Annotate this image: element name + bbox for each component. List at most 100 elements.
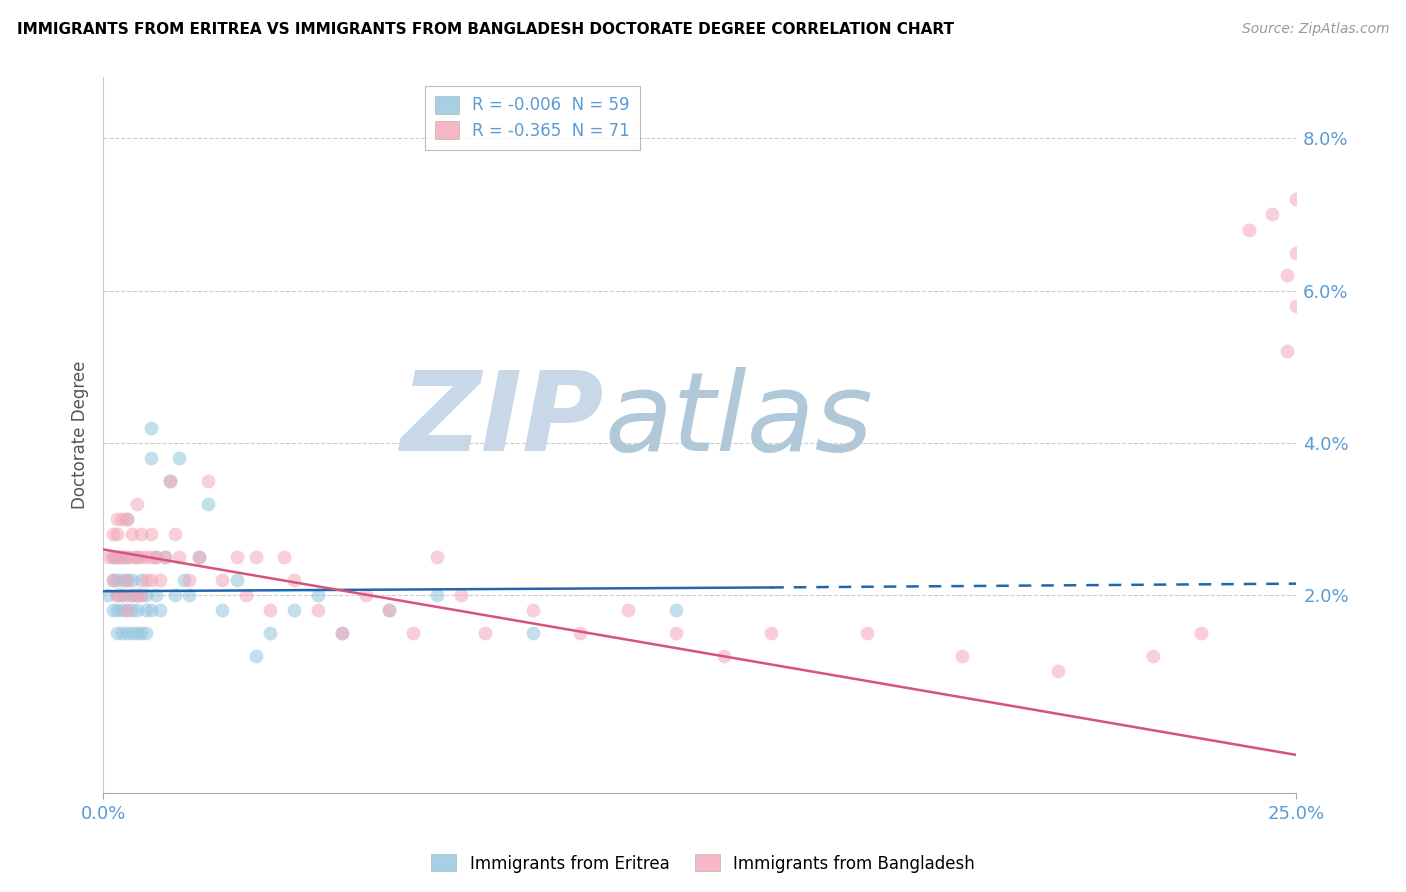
Point [107, 527, 129, 541]
Point [135, 573, 157, 587]
Point [125, 626, 148, 640]
Point [177, 588, 200, 602]
Point [307, 603, 329, 617]
Point [163, 588, 186, 602]
Point [235, 588, 257, 602]
Point [426, 549, 449, 564]
Point [402, 626, 425, 640]
Point [177, 573, 200, 587]
Point [569, 626, 592, 640]
Point [211, 603, 233, 617]
Point [307, 588, 329, 602]
Point [145, 549, 167, 564]
Point [115, 573, 138, 587]
Point [145, 588, 167, 602]
Point [259, 603, 281, 617]
Point [1142, 648, 1164, 663]
Point [159, 474, 181, 488]
Point [163, 527, 186, 541]
Point [197, 474, 219, 488]
Point [378, 603, 401, 617]
Text: ZIP: ZIP [401, 368, 605, 475]
Point [761, 626, 783, 640]
Y-axis label: Doctorate Degree: Doctorate Degree [72, 361, 89, 509]
Point [101, 527, 124, 541]
Point [111, 603, 134, 617]
Point [139, 549, 162, 564]
Point [187, 549, 209, 564]
Point [1275, 344, 1298, 359]
Point [107, 588, 129, 602]
Point [131, 626, 153, 640]
Point [522, 603, 544, 617]
Point [125, 588, 148, 602]
Point [131, 588, 153, 602]
Point [713, 648, 735, 663]
Point [950, 648, 973, 663]
Point [283, 603, 305, 617]
Point [121, 626, 143, 640]
Point [1261, 207, 1284, 221]
Point [107, 512, 129, 526]
Point [135, 549, 157, 564]
Point [149, 603, 172, 617]
Point [115, 603, 138, 617]
Point [169, 451, 191, 466]
Point [259, 626, 281, 640]
Point [426, 588, 449, 602]
Point [522, 626, 544, 640]
Point [107, 588, 129, 602]
Point [107, 549, 129, 564]
Point [245, 648, 267, 663]
Point [139, 603, 162, 617]
Point [145, 549, 167, 564]
Point [474, 626, 496, 640]
Point [125, 497, 148, 511]
Point [121, 573, 143, 587]
Point [101, 549, 124, 564]
Point [115, 549, 138, 564]
Point [1046, 664, 1069, 678]
Point [169, 549, 191, 564]
Point [225, 573, 247, 587]
Point [139, 527, 162, 541]
Point [107, 603, 129, 617]
Point [111, 549, 134, 564]
Text: atlas: atlas [605, 368, 873, 475]
Point [197, 497, 219, 511]
Point [111, 588, 134, 602]
Point [101, 573, 124, 587]
Point [107, 573, 129, 587]
Point [115, 512, 138, 526]
Point [153, 549, 176, 564]
Point [125, 549, 148, 564]
Point [135, 603, 157, 617]
Point [121, 588, 143, 602]
Point [125, 603, 148, 617]
Point [101, 549, 124, 564]
Point [115, 603, 138, 617]
Point [211, 573, 233, 587]
Point [115, 549, 138, 564]
Point [665, 603, 688, 617]
Point [115, 626, 138, 640]
Point [1189, 626, 1212, 640]
Point [125, 549, 148, 564]
Point [187, 549, 209, 564]
Point [97, 588, 120, 602]
Point [135, 626, 157, 640]
Point [131, 527, 153, 541]
Point [111, 549, 134, 564]
Legend: R = -0.006  N = 59, R = -0.365  N = 71: R = -0.006 N = 59, R = -0.365 N = 71 [426, 86, 640, 150]
Point [1237, 222, 1260, 236]
Point [149, 573, 172, 587]
Point [121, 549, 143, 564]
Point [1275, 268, 1298, 283]
Point [121, 603, 143, 617]
Point [111, 512, 134, 526]
Point [111, 626, 134, 640]
Point [450, 588, 472, 602]
Point [855, 626, 877, 640]
Point [173, 573, 195, 587]
Point [330, 626, 353, 640]
